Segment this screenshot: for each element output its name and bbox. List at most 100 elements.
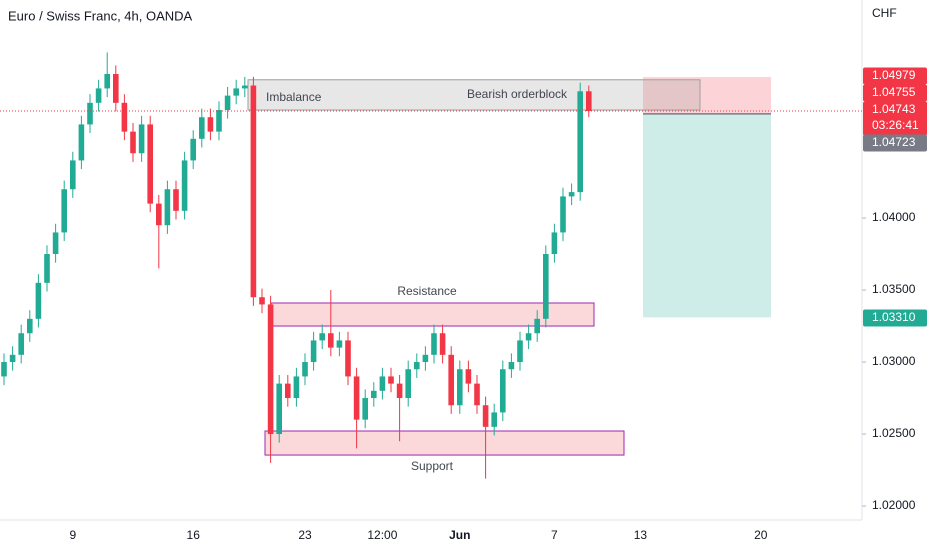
candle-body xyxy=(70,160,76,190)
zone-label: Bearish orderblock xyxy=(467,87,568,101)
candle-body xyxy=(302,362,308,377)
candle-body xyxy=(9,354,16,363)
x-tick-label: 13 xyxy=(634,528,648,542)
price-label: 1.04723 xyxy=(872,135,916,149)
candle-body xyxy=(328,333,334,348)
candle-body xyxy=(130,131,136,154)
candle-body xyxy=(276,383,282,435)
candle-body xyxy=(190,138,196,161)
price-label: 1.04743 xyxy=(872,102,916,116)
candle-body xyxy=(560,196,566,233)
candle-body xyxy=(233,88,239,96)
candle-body xyxy=(431,333,437,355)
y-tick-label: 1.04000 xyxy=(872,210,916,224)
candle-body xyxy=(362,398,368,420)
candle-body xyxy=(525,333,532,341)
candle-body xyxy=(18,333,24,355)
candle-body xyxy=(396,383,403,399)
price-label-bg xyxy=(863,134,927,152)
candle-body xyxy=(156,203,162,226)
candle-body xyxy=(216,110,222,132)
candle-body xyxy=(508,362,515,370)
candle-body xyxy=(250,85,257,298)
candle-body xyxy=(113,74,119,103)
candle-body xyxy=(1,362,7,377)
candle-body xyxy=(310,340,317,363)
candle-body xyxy=(164,189,171,226)
zone-label: Imbalance xyxy=(266,90,322,104)
price-label-bg xyxy=(863,101,927,136)
candle-body xyxy=(517,340,523,363)
x-tick-label: 12:00 xyxy=(367,528,397,542)
candle-body xyxy=(293,376,300,399)
x-tick-label: 16 xyxy=(187,528,201,542)
candle-body xyxy=(147,124,153,204)
candle-body xyxy=(422,354,429,363)
candle-body xyxy=(491,412,497,427)
candle-body xyxy=(439,333,446,355)
price-label-bg xyxy=(863,84,927,102)
candle-body xyxy=(95,88,102,103)
candle-body xyxy=(27,318,33,334)
candle-body xyxy=(457,369,463,406)
candle-body xyxy=(267,304,274,435)
candle-body xyxy=(87,102,93,125)
candle-body xyxy=(104,74,110,89)
candle-body xyxy=(465,369,472,384)
position-stop-zone xyxy=(643,77,771,114)
candle-body xyxy=(568,192,575,197)
position-target-zone xyxy=(643,113,771,318)
candle-body xyxy=(242,85,248,89)
candle-body xyxy=(138,124,145,154)
zone-label: Support xyxy=(411,459,454,473)
y-tick-label: 1.02000 xyxy=(872,498,916,512)
y-tick-label: 1.02500 xyxy=(872,426,916,440)
candle-body xyxy=(543,254,549,319)
candle-body xyxy=(52,232,59,255)
candle-body xyxy=(353,376,360,420)
candle-body xyxy=(534,318,540,334)
candle-body xyxy=(336,340,343,348)
candle-body xyxy=(199,117,205,139)
candle-body xyxy=(586,91,592,112)
candle-body xyxy=(388,376,394,384)
y-axis-label: CHF xyxy=(872,6,897,20)
candle-body xyxy=(482,405,489,427)
candle-body xyxy=(35,282,42,319)
y-tick-label: 1.03500 xyxy=(872,282,916,296)
candle-body xyxy=(285,383,291,399)
candle-body xyxy=(448,354,454,406)
price-label-bg xyxy=(863,309,927,327)
candle-body xyxy=(121,102,128,132)
candle-body xyxy=(577,91,583,193)
candle-body xyxy=(61,189,67,233)
price-label: 1.03310 xyxy=(872,310,916,324)
candle-body xyxy=(207,117,214,132)
candle-body xyxy=(500,369,506,413)
x-tick-label: 23 xyxy=(298,528,312,542)
candle-body xyxy=(379,376,386,391)
candle-body xyxy=(181,160,188,211)
price-label: 1.04755 xyxy=(872,85,916,99)
candle-body xyxy=(371,390,377,399)
zone-label: Resistance xyxy=(397,284,457,298)
zone xyxy=(264,430,625,456)
x-tick-label: 9 xyxy=(69,528,76,542)
x-tick-label: 7 xyxy=(551,528,558,542)
x-tick-label: Jun xyxy=(449,528,470,542)
candle-body xyxy=(259,297,265,305)
candle-body xyxy=(44,254,50,283)
x-tick-label: 20 xyxy=(754,528,768,542)
candle-body xyxy=(78,124,85,161)
candle-body xyxy=(345,340,351,377)
candle-body xyxy=(405,369,411,399)
price-label-bg xyxy=(863,67,927,85)
candle-body xyxy=(551,232,558,255)
chart-title: Euro / Swiss Franc, 4h, OANDA xyxy=(8,8,193,23)
candle-body xyxy=(414,362,420,370)
price-countdown: 03:26:41 xyxy=(872,118,919,132)
candle-body xyxy=(224,95,231,111)
candle-body xyxy=(474,383,480,406)
